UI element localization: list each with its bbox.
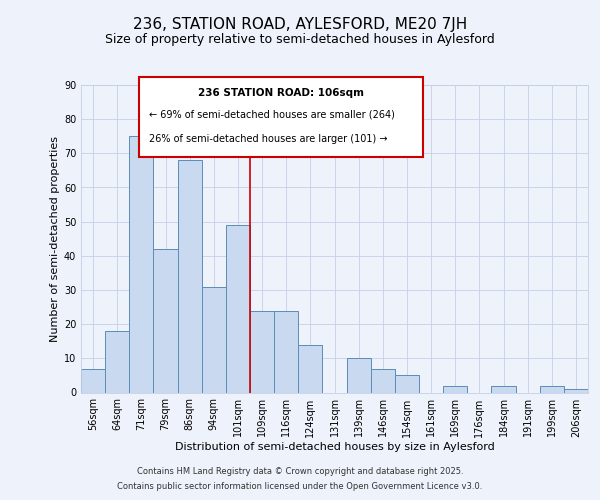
Bar [564, 389, 588, 392]
Text: Size of property relative to semi-detached houses in Aylesford: Size of property relative to semi-detach… [105, 32, 495, 46]
X-axis label: Distribution of semi-detached houses by size in Aylesford: Distribution of semi-detached houses by … [175, 442, 494, 452]
Bar [81, 368, 105, 392]
Text: Contains public sector information licensed under the Open Government Licence v3: Contains public sector information licen… [118, 482, 482, 491]
Text: Contains HM Land Registry data © Crown copyright and database right 2025.: Contains HM Land Registry data © Crown c… [137, 467, 463, 476]
Bar [298, 344, 322, 393]
Bar [154, 249, 178, 392]
Bar [202, 286, 226, 393]
Text: 236 STATION ROAD: 106sqm: 236 STATION ROAD: 106sqm [198, 88, 364, 98]
Bar [129, 136, 154, 392]
Text: ← 69% of semi-detached houses are smaller (264): ← 69% of semi-detached houses are smalle… [149, 110, 395, 120]
Text: 236, STATION ROAD, AYLESFORD, ME20 7JH: 236, STATION ROAD, AYLESFORD, ME20 7JH [133, 18, 467, 32]
Text: 26% of semi-detached houses are larger (101) →: 26% of semi-detached houses are larger (… [149, 134, 388, 144]
Bar [250, 310, 274, 392]
Bar [540, 386, 564, 392]
Bar [395, 376, 419, 392]
Bar [371, 368, 395, 392]
Bar [178, 160, 202, 392]
Bar [105, 331, 129, 392]
Y-axis label: Number of semi-detached properties: Number of semi-detached properties [50, 136, 59, 342]
Bar [226, 225, 250, 392]
Bar [347, 358, 371, 392]
Bar [491, 386, 515, 392]
FancyBboxPatch shape [139, 78, 423, 158]
Bar [274, 310, 298, 392]
Bar [443, 386, 467, 392]
